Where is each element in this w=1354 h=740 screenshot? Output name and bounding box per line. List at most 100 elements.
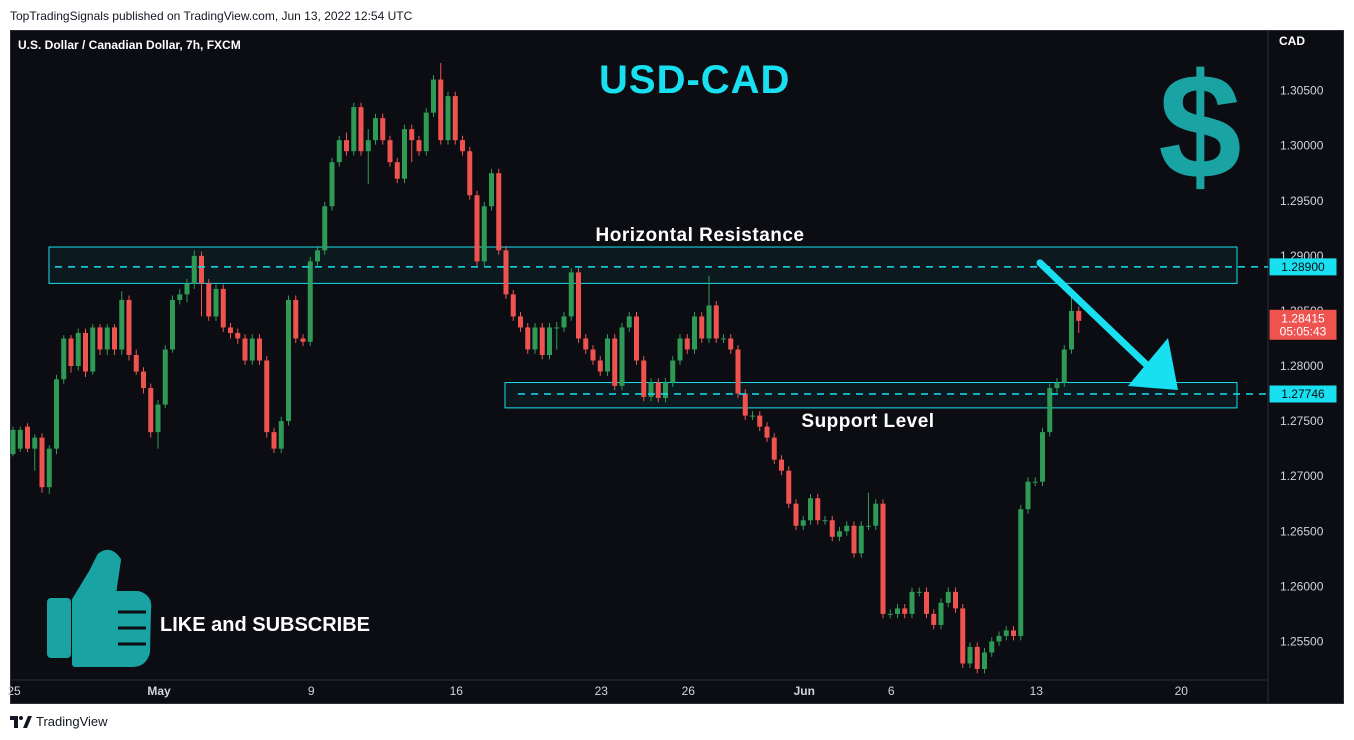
candle-body[interactable]	[837, 531, 842, 537]
candle-body[interactable]	[634, 316, 639, 361]
candle-body[interactable]	[126, 299, 132, 355]
candle-body[interactable]	[677, 338, 683, 361]
candle-body[interactable]	[750, 415, 755, 417]
candle-body[interactable]	[626, 316, 632, 328]
candle-body[interactable]	[213, 288, 219, 317]
candle-body[interactable]	[17, 429, 23, 449]
candle-body[interactable]	[119, 299, 125, 350]
candle-body[interactable]	[684, 338, 690, 350]
candle-body[interactable]	[880, 503, 886, 614]
candle-body[interactable]	[916, 591, 922, 593]
candle-body[interactable]	[568, 272, 574, 317]
candle-body[interactable]	[445, 96, 451, 141]
candle-body[interactable]	[706, 305, 712, 339]
candle-body[interactable]	[786, 470, 792, 504]
candle-body[interactable]	[844, 525, 850, 532]
candle-body[interactable]	[641, 360, 647, 397]
candle-body[interactable]	[742, 393, 748, 416]
candle-body[interactable]	[329, 162, 335, 207]
candle-body[interactable]	[75, 332, 81, 367]
footer-brand[interactable]: TradingView	[10, 714, 108, 729]
candle-body[interactable]	[1069, 310, 1074, 350]
candle-body[interactable]	[409, 129, 415, 141]
candle-body[interactable]	[39, 437, 45, 488]
candle-body[interactable]	[104, 327, 110, 350]
candle-body[interactable]	[982, 652, 987, 669]
candle-body[interactable]	[387, 140, 393, 163]
candle-body[interactable]	[989, 641, 995, 653]
candle-body[interactable]	[242, 338, 248, 361]
candle-body[interactable]	[460, 140, 465, 152]
candle-body[interactable]	[663, 382, 668, 398]
candle-body[interactable]	[148, 388, 154, 433]
candle-body[interactable]	[46, 448, 52, 488]
candle-body[interactable]	[1040, 432, 1045, 482]
candle-body[interactable]	[1076, 310, 1082, 321]
candle-body[interactable]	[467, 151, 473, 196]
candle-body[interactable]	[61, 338, 67, 380]
candle-body[interactable]	[54, 379, 59, 449]
candle-body[interactable]	[692, 316, 697, 350]
candle-body[interactable]	[162, 349, 168, 405]
candle-body[interactable]	[481, 206, 487, 262]
candle-body[interactable]	[336, 140, 342, 163]
candle-body[interactable]	[924, 591, 929, 614]
candle-body[interactable]	[764, 426, 770, 438]
candle-body[interactable]	[525, 327, 531, 350]
candle-body[interactable]	[206, 283, 212, 317]
candle-body[interactable]	[170, 299, 175, 350]
candle-body[interactable]	[1011, 630, 1016, 636]
candle-body[interactable]	[583, 338, 589, 350]
candle-body[interactable]	[220, 288, 226, 328]
candle-body[interactable]	[10, 429, 16, 455]
candle-body[interactable]	[967, 646, 973, 664]
candle-body[interactable]	[735, 349, 741, 394]
candle-body[interactable]	[1054, 382, 1060, 389]
candle-body[interactable]	[648, 382, 654, 397]
candle-body[interactable]	[25, 426, 30, 449]
symbol-label[interactable]: U.S. Dollar / Canadian Dollar, 7h, FXCM	[18, 38, 241, 52]
candle-body[interactable]	[822, 520, 828, 522]
candle-body[interactable]	[815, 498, 821, 521]
candle-body[interactable]	[1032, 481, 1038, 483]
candle-body[interactable]	[141, 371, 146, 389]
candle-body[interactable]	[858, 525, 864, 554]
candle-body[interactable]	[902, 608, 908, 614]
candle-body[interactable]	[394, 162, 400, 179]
candle-body[interactable]	[887, 613, 893, 615]
candle-body[interactable]	[771, 437, 777, 460]
candle-body[interactable]	[155, 404, 161, 433]
candle-body[interactable]	[866, 525, 871, 527]
candle-body[interactable]	[286, 299, 291, 422]
candle-body[interactable]	[597, 360, 603, 372]
candle-body[interactable]	[133, 355, 139, 372]
chart-area[interactable]	[10, 30, 1344, 704]
candle-body[interactable]	[416, 140, 422, 152]
candle-body[interactable]	[996, 635, 1002, 642]
candle-body[interactable]	[793, 503, 799, 526]
candle-body[interactable]	[1061, 349, 1067, 383]
candle-body[interactable]	[873, 503, 879, 526]
candle-body[interactable]	[249, 338, 255, 361]
candle-body[interactable]	[931, 613, 937, 625]
candle-body[interactable]	[909, 591, 915, 614]
candle-body[interactable]	[779, 459, 784, 471]
candle-body[interactable]	[365, 140, 371, 152]
candle-body[interactable]	[191, 255, 197, 284]
candle-body[interactable]	[293, 299, 299, 339]
candle-body[interactable]	[380, 118, 386, 141]
candle-body[interactable]	[112, 327, 117, 350]
candle-body[interactable]	[32, 437, 38, 449]
candle-body[interactable]	[423, 112, 429, 152]
candle-body[interactable]	[97, 327, 103, 350]
candle-body[interactable]	[489, 173, 494, 207]
candle-body[interactable]	[1047, 388, 1053, 433]
candle-body[interactable]	[474, 195, 480, 262]
candle-body[interactable]	[518, 316, 523, 328]
candle-body[interactable]	[945, 591, 951, 603]
candle-body[interactable]	[300, 338, 306, 342]
candle-body[interactable]	[895, 608, 900, 614]
candle-body[interactable]	[322, 206, 328, 251]
candle-body[interactable]	[953, 591, 958, 609]
candle-body[interactable]	[808, 498, 813, 521]
